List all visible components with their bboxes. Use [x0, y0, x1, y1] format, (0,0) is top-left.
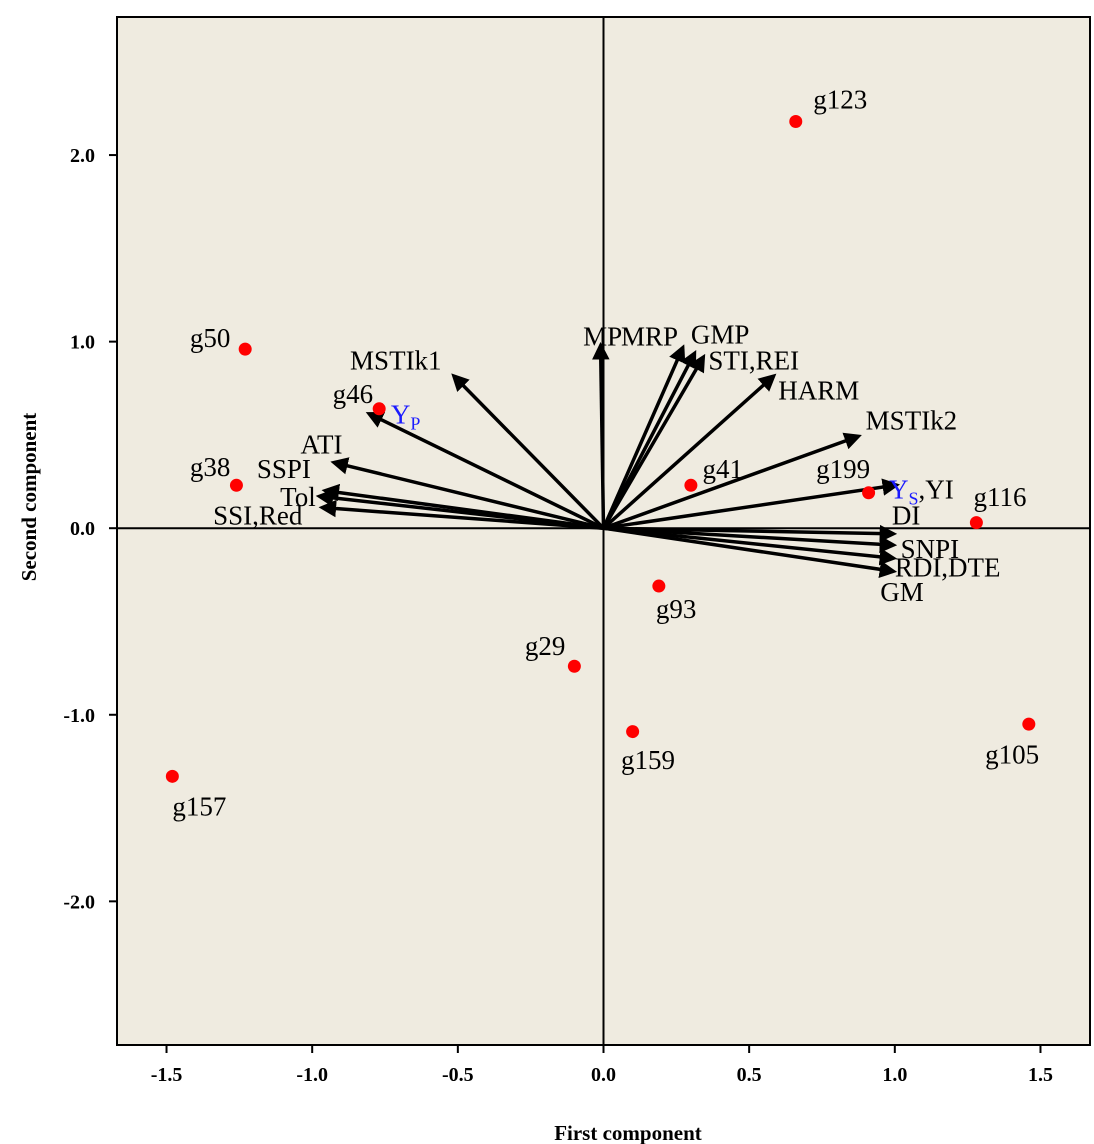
vector-arrow-mstik1: [451, 373, 605, 530]
vector-arrow-yp: [365, 411, 605, 530]
vector-arrow-mrp: [601, 344, 686, 529]
x-tick-label: -0.5: [442, 1064, 474, 1086]
vector-arrow-harm: [602, 373, 777, 530]
vector-arrow-ys-yi: [603, 478, 901, 530]
genotype-point-g93: [652, 579, 666, 593]
genotype-point-g199: [862, 486, 876, 500]
vector-arrow-ati: [330, 457, 604, 530]
label-gm: GM: [880, 577, 924, 607]
label-ati: ATI: [301, 430, 343, 460]
genotype-point-g159: [626, 725, 640, 739]
label-g93: g93: [656, 594, 697, 624]
label-g50: g50: [190, 323, 231, 353]
label-gmp: GMP: [691, 319, 750, 349]
label-g157: g157: [172, 792, 226, 822]
label-harm: HARM: [778, 375, 859, 405]
x-tick-label: 0.0: [591, 1064, 616, 1086]
vector-arrow-mstik2: [602, 432, 862, 530]
genotype-point-g38: [229, 478, 243, 492]
label-g46: g46: [333, 379, 374, 409]
vector-arrow-gm: [603, 526, 898, 578]
label-g123: g123: [813, 84, 867, 114]
label-mp: MP: [583, 321, 622, 351]
label-mstik2: MSTIk2: [866, 405, 958, 435]
label-g105: g105: [985, 739, 1039, 769]
label-g116: g116: [973, 482, 1026, 512]
genotype-point-g41: [684, 478, 698, 492]
vector-arrow-sti-rei: [601, 353, 706, 530]
x-tick-label: 0.5: [737, 1064, 762, 1086]
vector-arrow-ssi-red: [318, 499, 604, 530]
genotype-point-g116: [969, 516, 983, 530]
genotype-point-g29: [567, 659, 581, 673]
genotype-point-g105: [1022, 717, 1036, 731]
genotype-point-g46: [372, 402, 386, 416]
genotype-point-g157: [165, 769, 179, 783]
x-tick-label: -1.0: [296, 1064, 328, 1086]
vector-arrow-tol: [315, 489, 604, 530]
y-tick-label: 0.0: [70, 518, 95, 540]
vector-arrow-di: [603, 524, 898, 543]
label-mrp: MRP: [621, 321, 678, 351]
y-tick-label: 1.0: [70, 332, 95, 354]
genotype-point-g123: [789, 114, 803, 128]
label-g159: g159: [621, 745, 675, 775]
label-ssi-red: SSI,Red: [213, 500, 303, 530]
label-rdi-dte: RDI,DTE: [895, 553, 1001, 583]
vector-arrow-mp: [592, 341, 610, 529]
vector-arrow-snpi: [603, 526, 898, 554]
label-di: DI: [892, 500, 921, 530]
label-sspi: SSPI: [257, 454, 311, 484]
label-ys-yi: YS,YI: [889, 474, 954, 508]
label-g29: g29: [525, 631, 566, 661]
label-mstik1: MSTIk1: [350, 346, 442, 376]
x-axis-title: First component: [554, 1121, 702, 1144]
y-tick-label: -2.0: [63, 891, 95, 913]
y-axis-title: Second component: [17, 413, 41, 582]
label-snpi: SNPI: [901, 534, 960, 564]
y-tick-label: 2.0: [70, 145, 95, 167]
label-g41: g41: [703, 454, 744, 484]
label-yp: YP: [391, 400, 421, 434]
x-tick-label: 1.5: [1028, 1064, 1053, 1086]
vector-arrow-rdi-dte: [603, 526, 898, 566]
label-g38: g38: [190, 452, 231, 482]
label-tol: Tol: [280, 482, 316, 512]
x-tick-label: 1.0: [882, 1064, 907, 1086]
x-tick-label: -1.5: [151, 1064, 183, 1086]
y-tick-label: -1.0: [63, 705, 95, 727]
label-g199: g199: [816, 454, 870, 484]
label-sti-rei: STI,REI: [708, 346, 799, 376]
genotype-point-g50: [238, 342, 252, 356]
